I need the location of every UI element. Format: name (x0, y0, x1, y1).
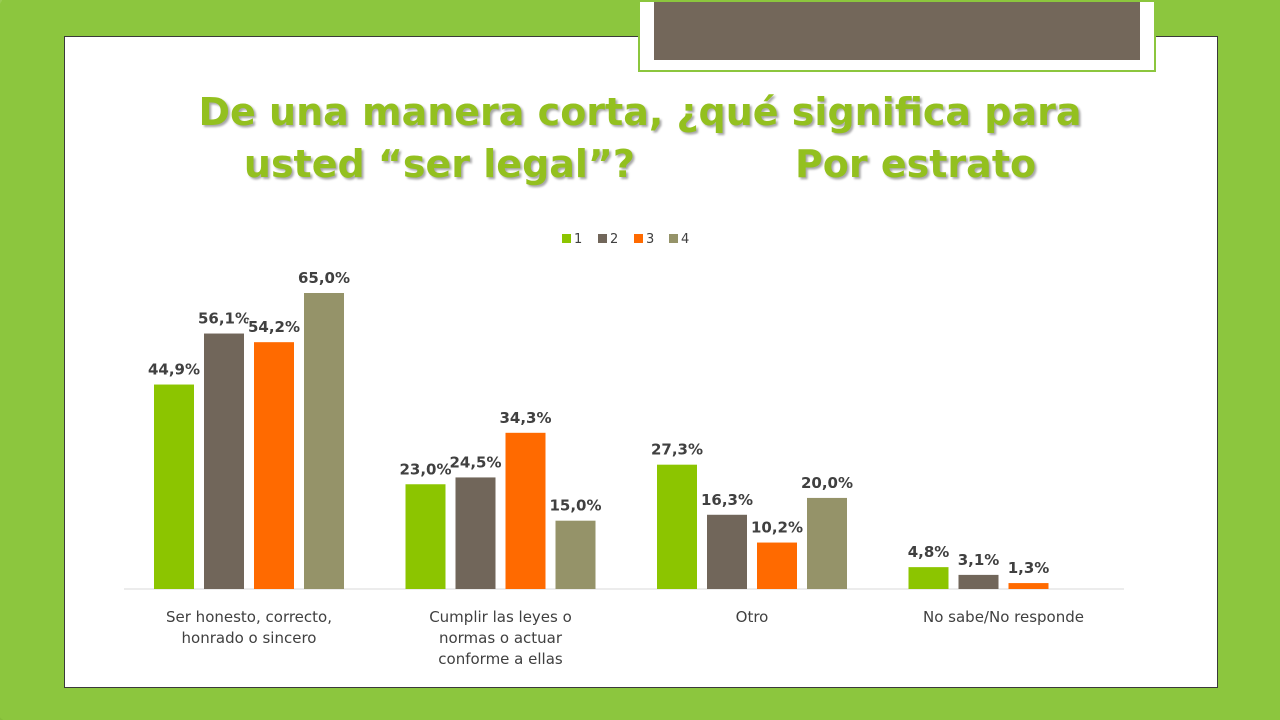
data-label-c3-s1: 27,3% (651, 441, 703, 459)
category-label-3-line-1: Otro (736, 608, 769, 626)
bar-c4-s3 (1008, 583, 1049, 589)
data-label-c1-s1: 44,9% (148, 361, 200, 379)
data-label-c2-s4: 15,0% (549, 497, 601, 515)
category-label-4-line-1: No sabe/No responde (923, 608, 1084, 626)
title-line-2-question: usted “ser legal”? (243, 142, 635, 186)
data-label-c1-s2: 56,1% (198, 310, 250, 328)
data-label-c2-s3: 34,3% (499, 409, 551, 427)
bar-c2-s3 (505, 432, 546, 589)
legend-swatch-2 (598, 234, 607, 243)
title-line-2: usted “ser legal”? Por estrato (64, 138, 1216, 190)
bar-c4-s1 (908, 567, 949, 589)
decorative-header-box (638, 0, 1156, 72)
bar-c1-s2 (204, 333, 244, 589)
category-label-1-line-1: Ser honesto, correcto, (166, 608, 332, 626)
data-label-c4-s2: 3,1% (958, 551, 1000, 569)
bar-c3-s4 (807, 497, 847, 589)
title-line-2-subtitle: Por estrato (794, 142, 1037, 186)
legend-swatch-3 (634, 234, 643, 243)
bar-c3-s2 (707, 514, 747, 589)
bar-c1-s1 (154, 384, 194, 589)
bar-c4-s2 (958, 574, 999, 589)
bar-c3-s1 (657, 464, 697, 589)
data-label-c3-s4: 20,0% (801, 474, 853, 492)
category-label-2-line-1: Cumplir las leyes o (429, 608, 572, 626)
bar-c3-s3 (757, 542, 797, 589)
bar-c1-s3 (254, 342, 294, 589)
data-label-c4-s3: 1,3% (1008, 559, 1050, 577)
data-label-c2-s2: 24,5% (449, 453, 501, 471)
data-label-c1-s3: 54,2% (248, 318, 300, 336)
decorative-header-fill (654, 2, 1140, 60)
data-label-c4-s1: 4,8% (908, 543, 950, 561)
data-label-c3-s2: 16,3% (701, 491, 753, 509)
chart-title: De una manera corta, ¿qué significa para… (64, 86, 1216, 190)
bar-c2-s1 (405, 484, 446, 589)
data-label-c2-s1: 23,0% (399, 460, 451, 478)
bar-c1-s4 (304, 293, 344, 589)
category-label-2-line-2: normas o actuar (439, 629, 563, 647)
bar-c2-s4 (555, 520, 596, 589)
legend-label-3: 3 (646, 232, 654, 247)
legend-swatch-4 (669, 234, 678, 243)
bar-c2-s2 (455, 477, 496, 589)
legend-swatch-1 (562, 234, 571, 243)
legend-label-4: 4 (681, 232, 689, 247)
category-label-1-line-2: honrado o sincero (182, 629, 317, 647)
legend-label-1: 1 (574, 232, 582, 247)
category-label-2-line-3: conforme a ellas (438, 650, 563, 668)
data-label-c3-s3: 10,2% (751, 519, 803, 537)
legend-label-2: 2 (610, 232, 618, 247)
title-line-1: De una manera corta, ¿qué significa para (198, 90, 1082, 134)
data-label-c1-s4: 65,0% (298, 269, 350, 287)
